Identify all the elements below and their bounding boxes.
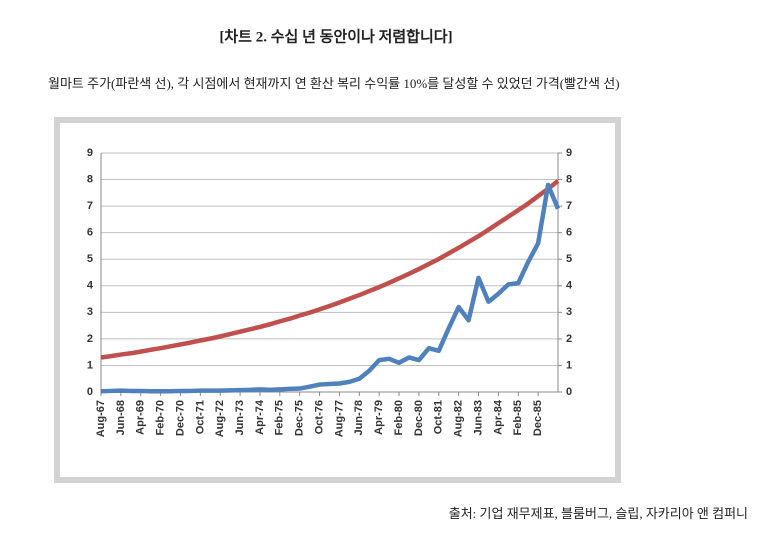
y-tick-label: 3 (87, 306, 93, 318)
y-tick-label: 1 (87, 359, 93, 371)
plot: 0 1 2 3 4 5 6 7 8 9 0 1 2 3 4 5 6 7 8 9 Aug-67 Jun-68 Apr-69 Fe… (87, 147, 573, 437)
x-tick-label: Feb-80 (393, 400, 405, 435)
x-tick-label: Feb-75 (274, 400, 286, 435)
x-tick-label: Dec-85 (532, 400, 544, 436)
y-tick-label: 7 (87, 200, 93, 212)
y2-tick-label: 2 (566, 333, 572, 345)
y2-tick-label: 5 (566, 253, 572, 265)
x-tick-label: Aug-72 (214, 400, 226, 437)
x-tick-label: Feb-70 (155, 400, 167, 435)
x-tick-label: Apr-69 (135, 400, 147, 435)
x-tick-label: Apr-84 (492, 399, 504, 435)
x-tick-label: Jun-83 (472, 400, 484, 435)
x-tick-label: Oct-76 (313, 400, 325, 434)
x-tick-label: Jun-78 (353, 400, 365, 435)
y2-tick-label: 4 (566, 280, 573, 292)
y-tick-label: 2 (87, 333, 93, 345)
x-tick-label: Aug-82 (453, 400, 465, 437)
y-tick-label: 6 (87, 227, 93, 239)
x-tick-label: Jun-68 (115, 400, 127, 435)
y-tick-label: 0 (87, 386, 93, 398)
x-tick-label: Oct-71 (194, 400, 206, 434)
subtitle: 월마트 주가(파란색 선), 각 시점에서 현재까지 연 환산 복리 수익률 1… (48, 76, 620, 91)
x-tick-label: Dec-70 (174, 400, 186, 436)
y2-tick-label: 0 (566, 386, 572, 398)
y-tick-label: 4 (87, 280, 94, 292)
x-tick-label: Feb-85 (512, 400, 524, 435)
x-tick-label: Jun-73 (234, 400, 246, 435)
y-tick-label: 9 (87, 147, 93, 159)
y2-tick-label: 9 (566, 147, 572, 159)
y2-tick-label: 3 (566, 306, 572, 318)
x-tick-label: Oct-81 (433, 400, 445, 434)
x-tick-label: Dec-75 (294, 400, 306, 436)
y-tick-label: 8 (87, 173, 93, 185)
y2-tick-label: 8 (566, 173, 572, 185)
series-line (100, 182, 561, 394)
x-tick-label: Aug-67 (95, 400, 107, 437)
y2-tick-label: 6 (566, 227, 572, 239)
x-tick-label: Dec-80 (413, 400, 425, 436)
x-tick-label: Apr-79 (373, 400, 385, 435)
y2-tick-label: 7 (566, 200, 572, 212)
series-line (100, 179, 560, 360)
source: 출처: 기업 재무제표, 블룸버그, 슬립, 자카리아 앤 컴퍼니 (449, 506, 748, 521)
y-tick-label: 5 (87, 253, 93, 265)
title: [차트 2. 수십 년 동안이나 저렴합니다] (219, 27, 452, 45)
y2-tick-label: 1 (566, 359, 572, 371)
x-tick-label: Apr-74 (254, 399, 266, 435)
x-tick-label: Aug-77 (333, 400, 345, 437)
